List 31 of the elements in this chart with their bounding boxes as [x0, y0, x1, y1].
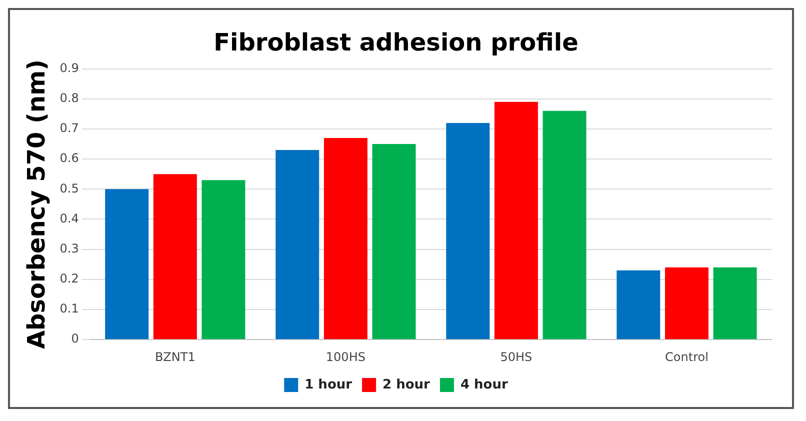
bar — [542, 110, 586, 340]
y-tick-label: 0.5 — [60, 181, 79, 196]
bar — [664, 267, 708, 340]
bar — [324, 138, 368, 340]
y-tick-label: 0.6 — [60, 151, 79, 166]
bar — [494, 102, 538, 340]
y-tick-label: 0.8 — [60, 91, 79, 106]
bar — [446, 122, 490, 340]
bar — [372, 144, 416, 340]
bar — [616, 270, 660, 340]
legend-label: 1 hour — [304, 377, 353, 392]
x-tick-label: 100HS — [326, 350, 366, 364]
bar — [105, 189, 149, 340]
y-tick-label: 0.1 — [60, 302, 79, 316]
y-tick-label: 0.9 — [60, 60, 79, 75]
bar — [713, 267, 757, 340]
y-tick-label: 0.7 — [60, 121, 79, 136]
chart-title: Fibroblast adhesion profile — [214, 28, 578, 57]
x-tick-label: Control — [665, 350, 708, 364]
y-tick-label: 0.3 — [60, 241, 79, 256]
bar — [276, 150, 320, 340]
bar — [202, 180, 246, 340]
y-tick-label: 0.2 — [60, 272, 79, 286]
bar — [153, 174, 197, 340]
y-tick-label: 0.4 — [60, 211, 79, 226]
legend-label: 4 hour — [460, 377, 508, 392]
y-tick-label: 0 — [71, 332, 79, 346]
x-tick-label: BZNT1 — [154, 350, 196, 364]
x-tick-label: 50HS — [500, 350, 532, 364]
y-axis-title: Absorbency 570 (nm) — [22, 59, 51, 350]
legend-label: 2 hour — [382, 377, 431, 392]
